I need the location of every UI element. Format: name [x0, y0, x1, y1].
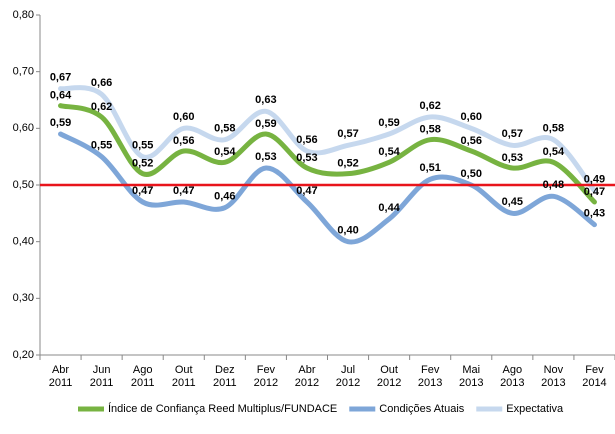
value-label: 0,53: [296, 152, 317, 164]
value-label: 0,49: [584, 174, 605, 186]
value-label: 0,47: [296, 185, 317, 197]
value-label: 0,59: [50, 117, 71, 129]
x-tick-label: Jun 2011: [89, 364, 114, 389]
x-tick-label: Fev 2013: [417, 364, 443, 389]
value-label: 0,59: [378, 117, 399, 129]
y-tick-label: 0,50: [13, 179, 34, 191]
x-tick-label: Ago 2013: [500, 364, 525, 389]
value-label: 0,52: [337, 158, 358, 170]
x-tick-label: Mai 2013: [459, 364, 484, 389]
y-tick-label: 0,40: [13, 236, 34, 248]
x-tick-label: Nov 2013: [541, 364, 566, 389]
value-label: 0,51: [419, 162, 440, 174]
value-label: 0,45: [502, 196, 523, 208]
value-label: 0,57: [337, 128, 358, 140]
y-tick-label: 0,70: [13, 66, 34, 78]
x-tick-label: Jul 2012: [335, 364, 361, 389]
value-label: 0,43: [584, 208, 605, 220]
value-label: 0,47: [132, 185, 153, 197]
value-label: 0,62: [419, 100, 440, 112]
value-label: 0,58: [214, 123, 235, 135]
y-tick-label: 0,60: [13, 122, 34, 134]
value-label: 0,58: [419, 124, 440, 136]
value-label: 0,44: [378, 202, 400, 214]
value-label: 0,56: [296, 134, 317, 146]
value-label: 0,40: [337, 225, 358, 237]
x-tick-label: Out 2011: [171, 364, 196, 389]
x-tick-label: Abr 2011: [48, 364, 73, 389]
value-label: 0,57: [502, 128, 523, 140]
value-label: 0,47: [584, 186, 605, 198]
value-label: 0,56: [461, 135, 482, 147]
value-label: 0,54: [214, 146, 236, 158]
value-label: 0,52: [132, 158, 153, 170]
value-label: 0,50: [461, 168, 482, 180]
value-label: 0,53: [255, 151, 276, 163]
value-label: 0,55: [132, 140, 153, 152]
legend-label: Índice de Confiança Reed Multiplus/FUNDA…: [108, 402, 337, 415]
y-tick-label: 0,30: [13, 292, 34, 304]
value-label: 0,63: [255, 94, 276, 106]
value-label: 0,58: [543, 123, 564, 135]
series-line: [58, 131, 597, 245]
value-label: 0,56: [173, 135, 194, 147]
value-label: 0,66: [91, 77, 112, 89]
x-tick-label: Abr 2012: [294, 364, 320, 389]
value-label: 0,62: [91, 101, 112, 113]
value-label: 0,55: [91, 140, 112, 152]
x-tick-label: Fev 2014: [582, 364, 607, 389]
series-line: [58, 85, 597, 194]
value-label: 0,60: [173, 111, 194, 123]
y-tick-label: 0,20: [13, 349, 34, 361]
value-label: 0,53: [502, 152, 523, 164]
series-line: [58, 103, 597, 205]
x-tick-label: Out 2012: [376, 364, 402, 389]
x-tick-label: Dez 2011: [212, 364, 237, 389]
value-label: 0,54: [378, 146, 400, 158]
y-tick-label: 0,80: [13, 9, 34, 21]
value-label: 0,67: [50, 72, 71, 84]
x-tick-label: Fev 2012: [253, 364, 279, 389]
value-label: 0,47: [173, 185, 194, 197]
value-label: 0,64: [50, 90, 72, 102]
value-label: 0,60: [461, 111, 482, 123]
value-label: 0,59: [255, 118, 276, 130]
x-tick-label: Ago 2011: [130, 364, 155, 389]
value-label: 0,54: [543, 146, 565, 158]
legend-label: Condições Atuais: [379, 403, 464, 415]
value-label: 0,48: [543, 179, 564, 191]
legend-label: Expectativa: [506, 403, 564, 415]
value-label: 0,46: [214, 191, 235, 203]
